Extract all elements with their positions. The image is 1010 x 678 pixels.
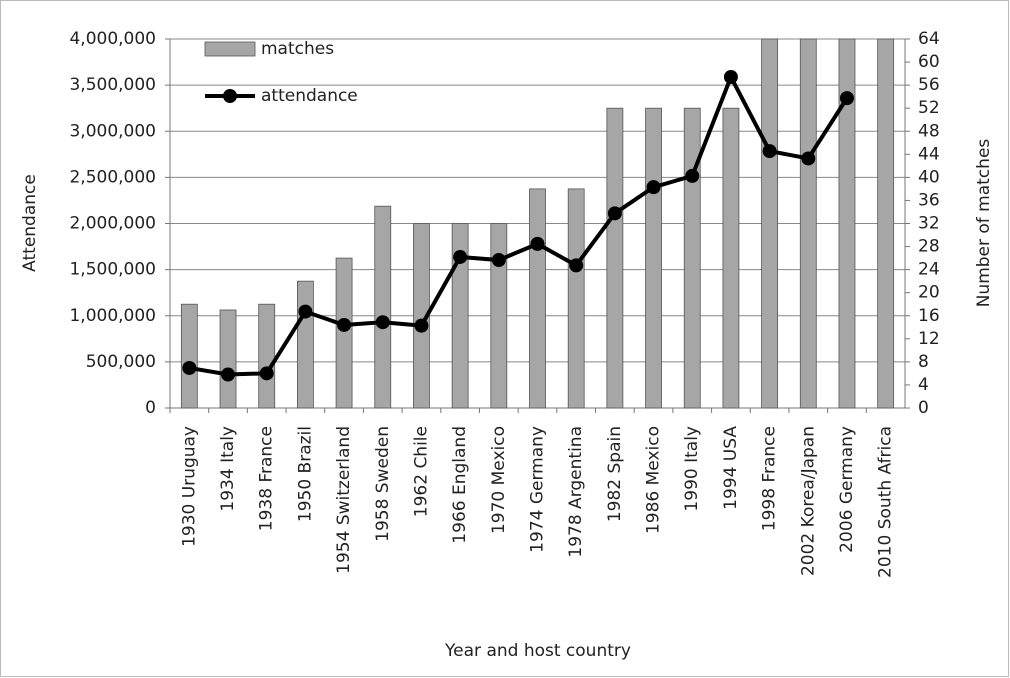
- y2-tick-label: 12: [918, 329, 940, 349]
- y-tick-label: 2,000,000: [69, 214, 156, 234]
- bar: [413, 223, 430, 409]
- bar: [683, 107, 701, 409]
- y-axis-title: Attendance: [20, 174, 40, 272]
- x-tick-label: 1998 France: [760, 426, 780, 531]
- x-tick-label: 1986 Mexico: [644, 426, 664, 534]
- marker: [337, 317, 352, 332]
- x-tick-label: 1930 Uruguay: [179, 426, 199, 547]
- y2-tick-label: 36: [918, 190, 940, 210]
- x-tick-label: 1954 Switzerland: [334, 426, 354, 574]
- marker: [685, 168, 700, 183]
- marker: [182, 360, 197, 375]
- y2-tick-label: 52: [918, 98, 940, 118]
- bar: [567, 188, 585, 409]
- x-tick-label: 1970 Mexico: [489, 426, 509, 534]
- bar: [374, 205, 392, 409]
- bar: [490, 223, 508, 409]
- bar: [529, 188, 546, 409]
- legend-swatch: [204, 41, 256, 57]
- bar: [799, 38, 817, 409]
- x-tick-label: 1994 USA: [721, 426, 741, 510]
- x-tick-label: 1990 Italy: [682, 426, 702, 512]
- y2-tick-label: 0: [918, 398, 929, 418]
- x-tick-label: 1978 Argentina: [566, 426, 586, 558]
- x-axis-title: Year and host country: [444, 641, 631, 661]
- y2-tick-label: 56: [918, 75, 940, 95]
- x-tick-label: 1958 Sweden: [373, 426, 393, 542]
- y-tick-label: 2,500,000: [69, 167, 156, 187]
- marker: [221, 367, 236, 382]
- marker: [298, 304, 313, 319]
- x-tick-label: 1966 England: [450, 426, 470, 544]
- y-tick-label: 3,000,000: [69, 121, 156, 141]
- y2-tick-label: 28: [918, 237, 940, 257]
- y-tick-label: 0: [145, 398, 156, 418]
- x-tick-label: 1962 Chile: [411, 426, 431, 517]
- marker: [259, 366, 274, 381]
- marker: [801, 151, 816, 166]
- bar: [838, 38, 856, 409]
- bar: [219, 309, 237, 409]
- bar: [180, 303, 198, 409]
- marker: [839, 91, 854, 106]
- marker: [646, 180, 661, 195]
- bar: [258, 303, 276, 409]
- bar: [606, 107, 624, 409]
- y2-tick-label: 64: [918, 29, 940, 49]
- marker: [569, 258, 584, 273]
- y2-tick-label: 4: [918, 375, 929, 395]
- bar: [761, 38, 779, 409]
- y-tick-label: 1,500,000: [69, 260, 156, 280]
- y2-axis-title: Number of matches: [974, 139, 994, 308]
- bar: [451, 223, 469, 409]
- y2-tick-label: 48: [918, 121, 940, 141]
- legend-marker: [223, 89, 237, 103]
- bar: [722, 107, 740, 409]
- y2-tick-label: 24: [918, 260, 940, 280]
- x-tick-label: 1974 Germany: [528, 426, 548, 553]
- y-tick-label: 500,000: [86, 352, 156, 372]
- y2-tick-label: 20: [918, 283, 940, 303]
- y2-tick-label: 40: [918, 167, 940, 187]
- legend-label: matches: [261, 39, 334, 59]
- x-tick-label: 2006 Germany: [837, 426, 857, 553]
- y-tick-label: 3,500,000: [69, 75, 156, 95]
- marker: [491, 253, 506, 268]
- marker: [607, 206, 622, 221]
- bar: [296, 280, 314, 409]
- x-tick-label: 1938 France: [257, 426, 277, 531]
- marker: [530, 236, 545, 251]
- x-tick-label: 1934 Italy: [218, 426, 238, 512]
- y-tick-label: 1,000,000: [69, 306, 156, 326]
- marker: [375, 315, 390, 330]
- marker: [762, 144, 777, 159]
- y2-tick-label: 60: [918, 52, 940, 72]
- marker: [453, 249, 468, 264]
- x-tick-label: 1950 Brazil: [295, 426, 315, 522]
- x-tick-label: 2010 South Africa: [876, 426, 896, 578]
- marker: [414, 318, 429, 333]
- line: [189, 72, 849, 377]
- y2-tick-label: 8: [918, 352, 929, 372]
- bar: [335, 257, 353, 409]
- marker: [723, 70, 738, 85]
- legend-label: attendance: [261, 86, 358, 106]
- y2-tick-label: 16: [918, 306, 940, 326]
- y-tick-label: 4,000,000: [69, 29, 156, 49]
- x-tick-label: 1982 Spain: [605, 426, 625, 522]
- y2-tick-label: 44: [918, 144, 940, 164]
- x-tick-label: 2002 Korea/Japan: [798, 426, 818, 576]
- bar: [645, 107, 662, 409]
- y2-tick-label: 32: [918, 214, 940, 234]
- bar: [877, 38, 895, 409]
